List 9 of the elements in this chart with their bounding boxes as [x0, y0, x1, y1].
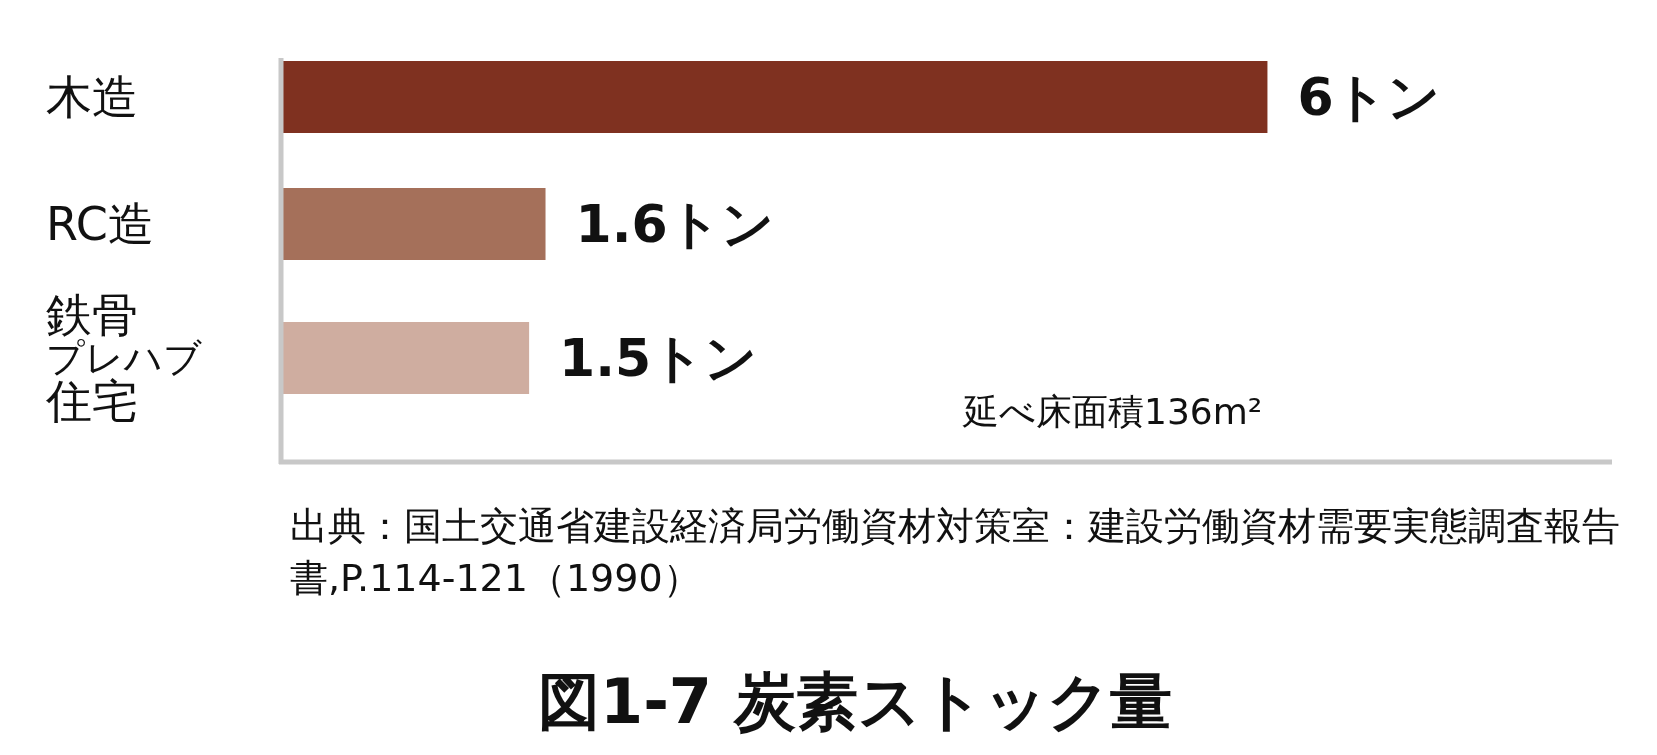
category-label: RC造 — [46, 201, 154, 247]
data-label: 6トン — [1297, 66, 1440, 129]
category-label: 木造 — [46, 74, 138, 120]
title: 図1-7 炭素ストック量 — [538, 664, 1172, 740]
category-label: 鉄骨プレハブ住宅 — [46, 292, 202, 424]
data-label: 1.5トン — [559, 327, 758, 390]
annotation: 延べ床面積136m² — [963, 390, 1263, 434]
annotation: 出典：国土交通省建設経済局労働資材対策室：建設労働資材需要実態調査報告書,P.114-121（1990） — [290, 503, 1621, 602]
data-label: 1.6トン — [575, 193, 774, 256]
